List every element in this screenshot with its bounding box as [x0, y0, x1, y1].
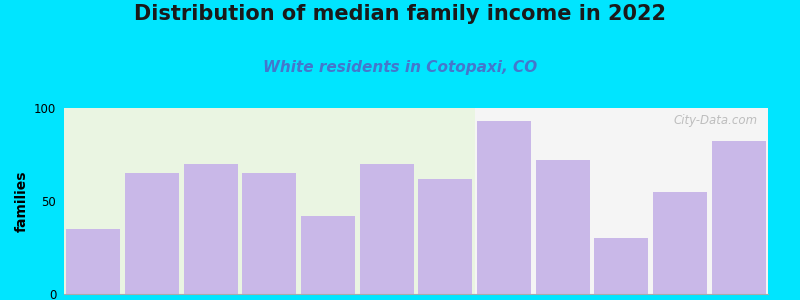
Bar	[712, 142, 766, 294]
Bar	[477, 121, 531, 294]
Bar	[242, 173, 296, 294]
Bar	[360, 164, 414, 294]
Bar	[64, 108, 474, 294]
Bar	[301, 216, 355, 294]
Bar	[536, 160, 590, 294]
Y-axis label: families: families	[14, 170, 29, 232]
Bar	[184, 164, 238, 294]
Text: Distribution of median family income in 2022: Distribution of median family income in …	[134, 4, 666, 25]
Bar	[125, 173, 179, 294]
Text: City-Data.com: City-Data.com	[674, 114, 758, 127]
Bar	[594, 238, 648, 294]
Text: White residents in Cotopaxi, CO: White residents in Cotopaxi, CO	[263, 60, 537, 75]
Bar	[66, 229, 120, 294]
Bar	[653, 192, 707, 294]
Bar	[418, 179, 472, 294]
